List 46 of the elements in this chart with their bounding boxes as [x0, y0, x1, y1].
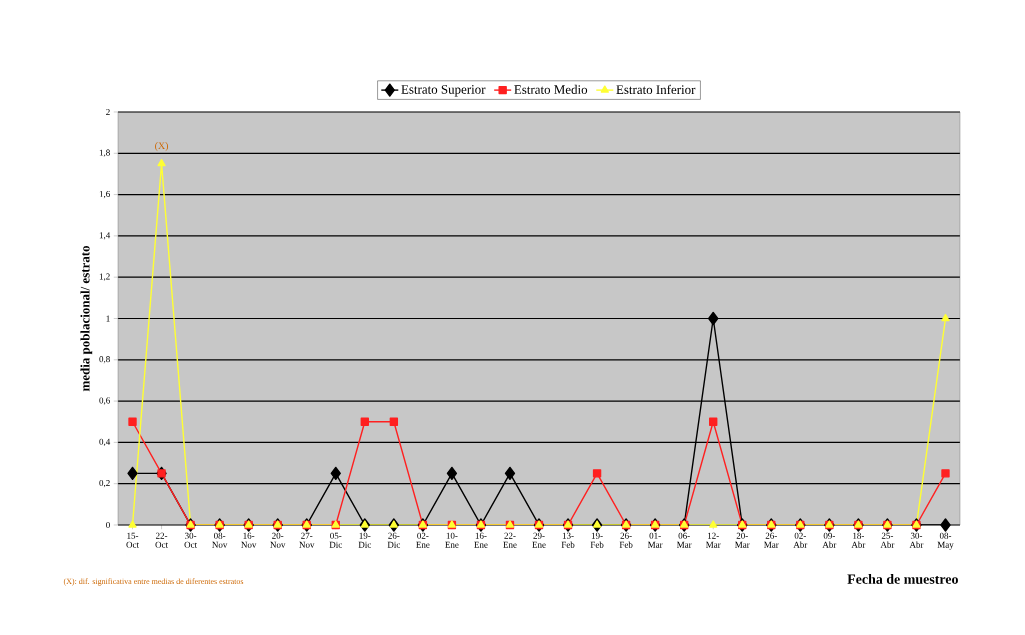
x-tick-label: 25-Abr: [880, 532, 895, 548]
x-tick-label: 10-Ene: [445, 532, 459, 548]
x-tick-label: 26-Dic: [387, 532, 401, 548]
y-tick-label: 0,4: [99, 438, 111, 447]
y-tick-label: 2: [106, 109, 110, 115]
x-tick-label: 20-Mar: [735, 532, 750, 548]
y-tick-label: 1,8: [99, 149, 110, 157]
x-tick-label: 13-Feb: [561, 532, 575, 548]
x-tick-label: 08-May: [937, 532, 954, 550]
x-tick-label: 26-Mar: [764, 532, 779, 548]
annotation: (X): [155, 142, 169, 152]
x-tick-label: 19-Feb: [590, 532, 604, 548]
x-tick-label: 05-Dic: [329, 532, 342, 548]
y-axis-title: media poblacional/ estrato: [80, 245, 93, 392]
y-tick-label: 1,4: [99, 232, 111, 240]
x-tick-label: 12-Mar: [706, 532, 721, 548]
x-tick-label: 27-Nov: [299, 532, 315, 548]
x-tick-label: 16-Nov: [241, 532, 257, 548]
x-tick-label: 20-Nov: [270, 532, 286, 548]
x-tick-label: 06-Mar: [676, 532, 692, 548]
x-tick-label: 08-Nov: [212, 532, 228, 548]
x-tick-label: 16-Ene: [474, 532, 488, 548]
x-tick-label: 18-Abr: [851, 532, 866, 548]
y-tick-label: 0,6: [99, 397, 110, 405]
x-tick-label: 30-Oct: [184, 532, 198, 548]
x-tick-label: 22-Ene: [503, 532, 517, 548]
x-tick-label: 02-Abr: [793, 532, 808, 548]
y-tick-label: 1,2: [99, 273, 110, 281]
y-tick-label: 1: [106, 315, 110, 322]
x-tick-label: 22-Oct: [155, 532, 168, 548]
x-tick-label: 29-Ene: [532, 532, 546, 548]
x-tick-label: 02-Ene: [416, 532, 430, 548]
x-tick-label: 26-Feb: [619, 532, 633, 548]
y-tick-label: 1,6: [99, 190, 110, 199]
x-axis-title: Fecha de muestreo: [847, 574, 958, 584]
y-tick-label: 0: [106, 521, 110, 529]
x-tick-label: 01-Mar: [647, 532, 663, 548]
y-tick-label: 0,8: [99, 356, 110, 364]
x-tick-label: 19-Dic: [358, 532, 371, 548]
legend-label: Estrato Inferior: [616, 84, 696, 95]
x-tick-label: 15-Oct: [126, 532, 139, 548]
y-tick-label: 0,2: [99, 480, 110, 488]
legend-label: Estrato Superior: [401, 85, 486, 97]
x-tick-label: 30-Abr: [909, 532, 924, 548]
legend-label: Estrato Medio: [514, 84, 588, 94]
x-tick-label: 09-Abr: [822, 532, 837, 548]
